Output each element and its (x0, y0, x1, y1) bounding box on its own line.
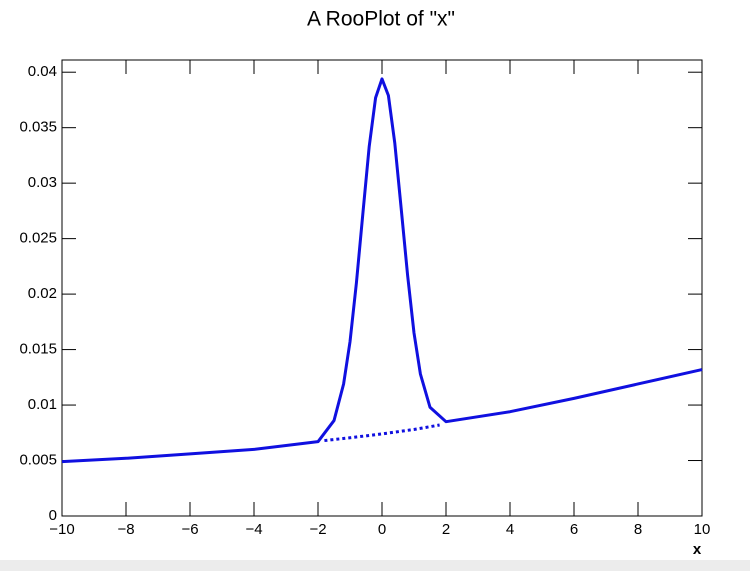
x-tick-label: 4 (506, 521, 514, 538)
y-tick-label: 0.005 (19, 451, 57, 468)
line-solid (61, 77, 703, 464)
x-tick-label: −6 (181, 521, 198, 538)
bottom-strip (0, 560, 750, 571)
y-tick-label: 0.025 (19, 230, 57, 247)
y-tick-label: 0.015 (19, 341, 57, 358)
x-tick-label: 8 (634, 521, 642, 538)
x-tick-label: 6 (570, 521, 578, 538)
x-tick-label: −10 (49, 521, 74, 538)
y-tick-label: 0.03 (28, 174, 57, 191)
x-axis-label: x (693, 541, 702, 558)
y-tick-label: 0.04 (28, 63, 57, 80)
x-tick-label: 10 (694, 521, 711, 538)
x-tick-label: 2 (442, 521, 450, 538)
chart-title: A RooPlot of "x" (307, 8, 455, 31)
y-tick-label: 0.035 (19, 119, 57, 136)
x-tick-label: −2 (309, 521, 326, 538)
y-tick-label: 0.01 (28, 396, 57, 413)
line-dotted (324, 423, 440, 443)
x-tick-label: 0 (378, 521, 386, 538)
x-tick-label: −4 (245, 521, 262, 538)
y-tick-label: 0.02 (28, 285, 57, 302)
x-tick-label: −8 (117, 521, 134, 538)
y-tick-label: 0 (49, 507, 57, 524)
